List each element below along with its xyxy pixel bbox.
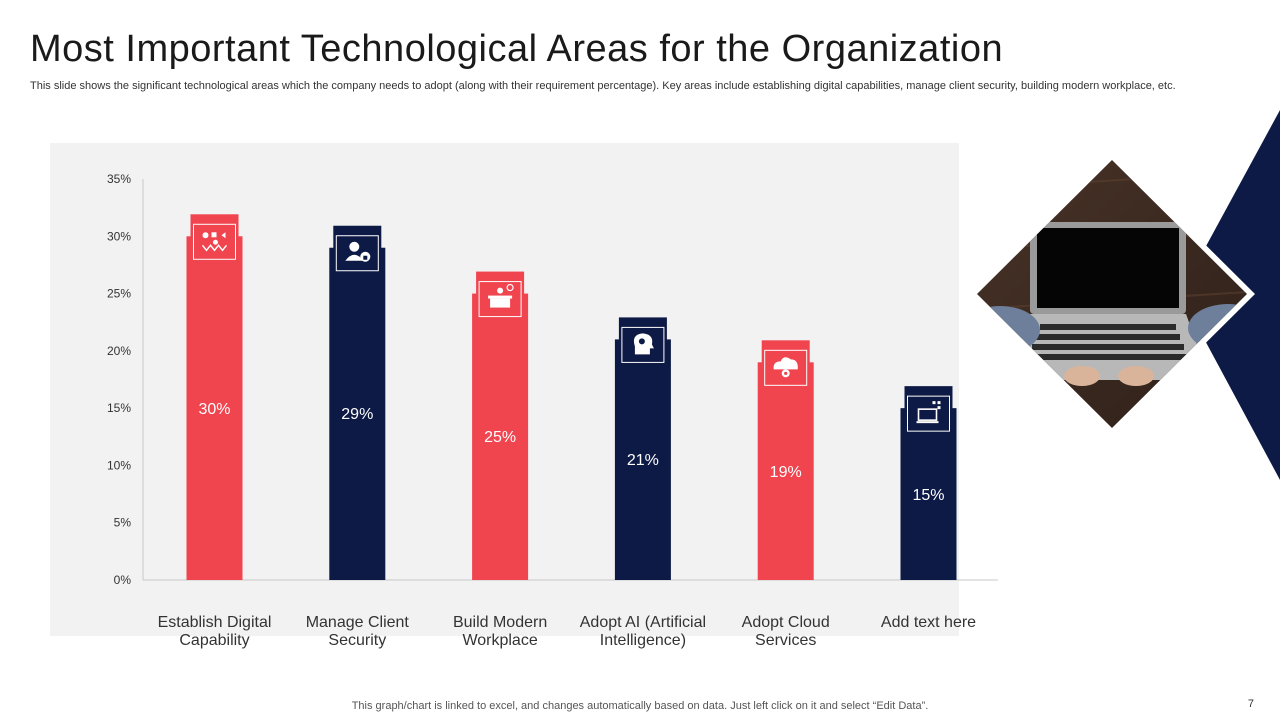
x-tick-label: Build Modern (453, 614, 547, 631)
y-tick-label: 35% (107, 172, 131, 186)
y-tick-label: 5% (114, 516, 132, 530)
bar-icon-frame (907, 395, 950, 432)
bar[interactable] (472, 293, 529, 580)
slide-title: Most Important Technological Areas for t… (30, 28, 1004, 70)
y-tick-label: 25% (107, 287, 131, 301)
data-label: 29% (341, 406, 373, 423)
laptop-photo-icon (977, 160, 1247, 428)
data-label: 25% (484, 429, 516, 446)
page-number: 7 (1247, 698, 1254, 710)
bar-icon-frame (621, 326, 665, 363)
bar[interactable] (614, 339, 671, 580)
x-tick-label: Capability (179, 632, 249, 649)
bar[interactable] (329, 247, 386, 580)
x-tick-label: Adopt Cloud (742, 614, 830, 631)
y-tick-label: 30% (107, 229, 131, 243)
bar-icon-frame (193, 223, 236, 260)
bar[interactable] (186, 236, 243, 581)
data-label: 15% (912, 487, 944, 504)
footer-note: This graph/chart is linked to excel, and… (351, 700, 929, 712)
x-tick-label: Manage Client (306, 614, 410, 631)
bar-icon-box (190, 214, 239, 263)
data-label: 21% (627, 452, 659, 469)
y-tick-label: 15% (107, 401, 131, 415)
computer-network-icon (916, 401, 941, 424)
x-tick-label: Adopt AI (Artificial (580, 614, 706, 631)
bar[interactable] (757, 362, 814, 580)
photo-area (960, 100, 1280, 500)
x-tick-label: Add text here (881, 614, 976, 631)
bar-icon-frame (478, 281, 522, 318)
bar-icon-frame (764, 349, 808, 386)
cloud-gear-icon (773, 357, 798, 378)
y-tick-label: 10% (107, 458, 131, 472)
y-tick-label: 0% (114, 573, 132, 587)
data-label: 19% (770, 464, 802, 481)
ai-head-icon (633, 333, 654, 355)
x-tick-label: Establish Digital (158, 614, 272, 631)
workplace-desk-icon (488, 283, 514, 308)
user-lock-icon (345, 241, 371, 262)
y-tick-label: 20% (107, 344, 131, 358)
bar-icon-frame (335, 235, 379, 272)
data-label: 30% (198, 401, 230, 418)
digital-network-icon (201, 232, 228, 252)
bar-icon-box (904, 386, 953, 435)
slide-subtitle: This slide shows the significant technol… (30, 80, 1176, 92)
x-tick-label: Security (328, 632, 386, 649)
x-tick-label: Intelligence) (600, 632, 686, 649)
x-tick-label: Workplace (462, 632, 537, 649)
bar[interactable] (900, 408, 957, 580)
x-tick-label: Services (755, 632, 816, 649)
